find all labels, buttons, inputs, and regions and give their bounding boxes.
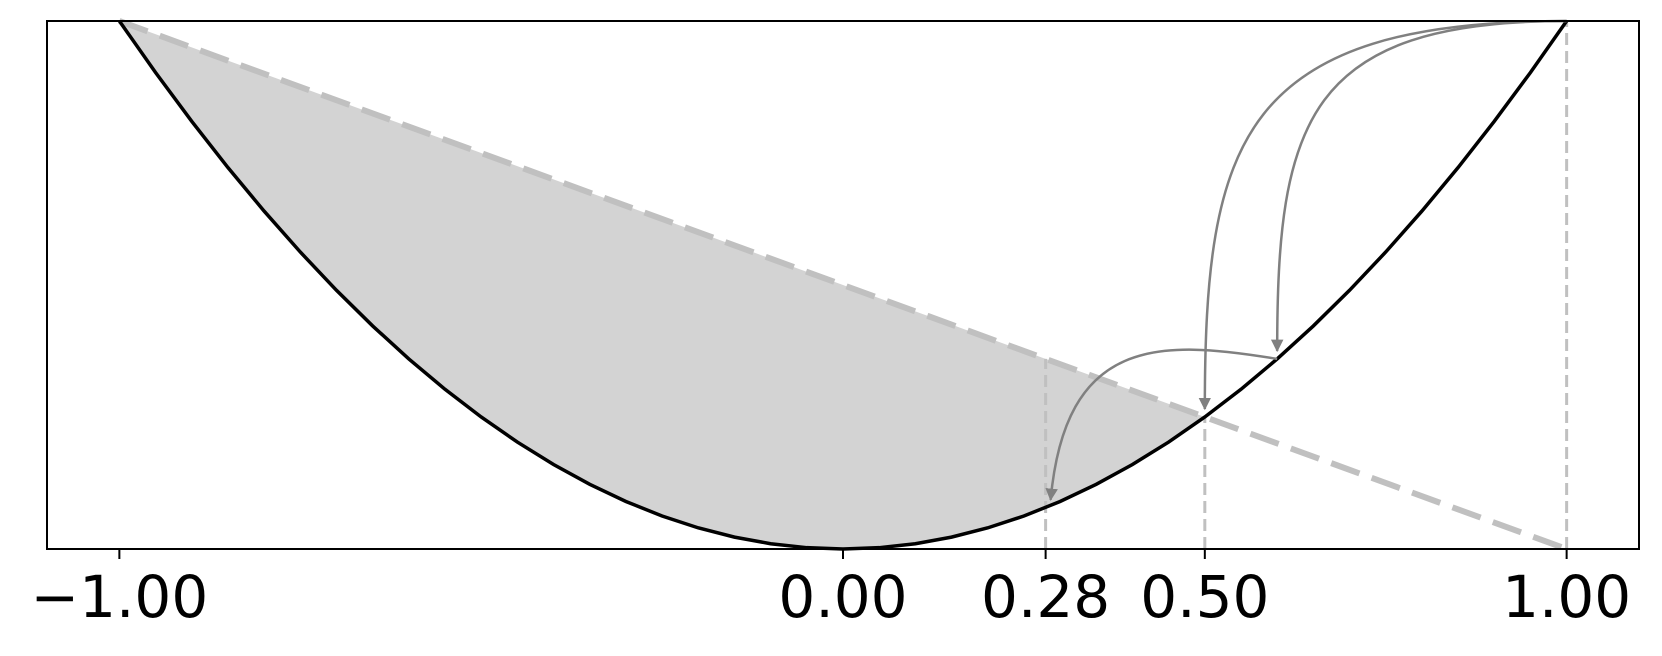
x-tick-label: −1.00 — [30, 563, 208, 631]
x-tick-label: 0.00 — [778, 563, 907, 631]
arrow — [1198, 19, 1567, 411]
x-tick-label: 0.50 — [1140, 563, 1269, 631]
x-tick-label: 0.28 — [981, 563, 1110, 631]
arrow — [1270, 19, 1567, 353]
arrow — [1045, 348, 1278, 502]
x-tick-label: 1.00 — [1502, 563, 1631, 631]
shaded-area — [119, 21, 1205, 549]
